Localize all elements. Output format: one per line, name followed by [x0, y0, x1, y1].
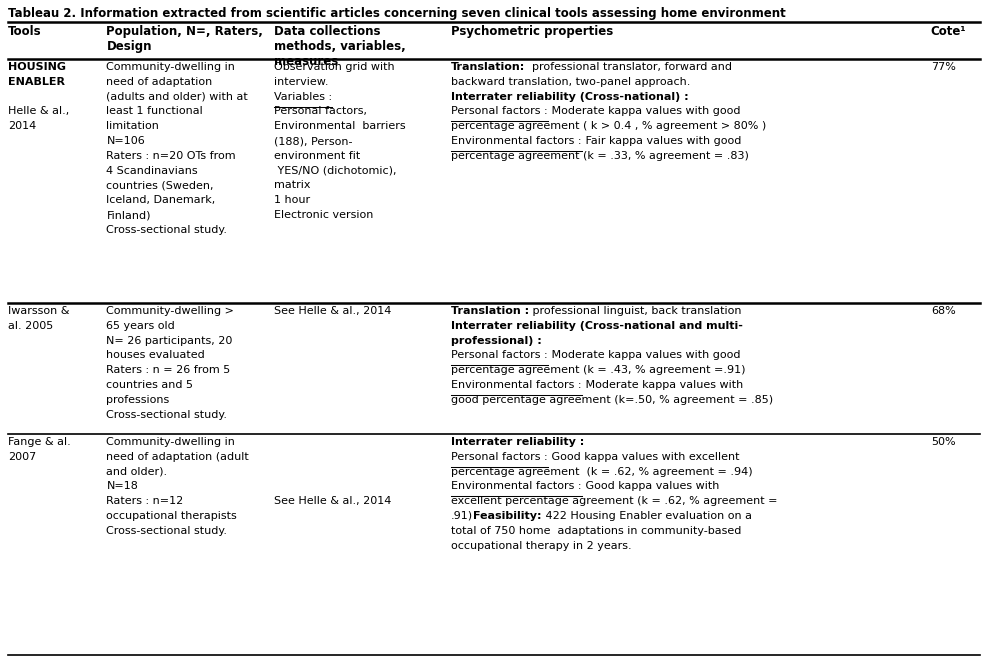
Text: countries (Sweden,: countries (Sweden, — [106, 180, 214, 190]
Text: occupational therapy in 2 years.: occupational therapy in 2 years. — [451, 541, 631, 550]
Text: 4 Scandinavians: 4 Scandinavians — [106, 166, 198, 176]
Text: Environmental  barriers: Environmental barriers — [274, 121, 406, 131]
Text: Personal factors :: Personal factors : — [451, 350, 548, 360]
Text: Environmental factors :: Environmental factors : — [451, 380, 581, 390]
Text: Personal factors :: Personal factors : — [451, 106, 548, 116]
Text: need of adaptation (adult: need of adaptation (adult — [106, 452, 249, 462]
Text: least 1 functional: least 1 functional — [106, 106, 203, 116]
Text: Interrater reliability :: Interrater reliability : — [451, 437, 584, 447]
Text: occupational therapists: occupational therapists — [106, 511, 237, 521]
Text: Good kappa values with: Good kappa values with — [581, 481, 719, 492]
Text: professional) :: professional) : — [451, 335, 542, 346]
Text: Cross-sectional study.: Cross-sectional study. — [106, 225, 228, 235]
Text: professional linguist, back translation: professional linguist, back translation — [529, 306, 742, 316]
Text: Personal factors,: Personal factors, — [274, 106, 366, 116]
Text: 68%: 68% — [931, 306, 955, 316]
Text: Raters : n=20 OTs from: Raters : n=20 OTs from — [106, 150, 236, 161]
Text: Community-dwelling in: Community-dwelling in — [106, 62, 235, 72]
Text: Fange & al.: Fange & al. — [8, 437, 71, 447]
Text: total of 750 home  adaptations in community-based: total of 750 home adaptations in communi… — [451, 526, 742, 536]
Text: .91): .91) — [451, 511, 473, 521]
Text: houses evaluated: houses evaluated — [106, 350, 205, 360]
Text: HOUSING: HOUSING — [8, 62, 66, 72]
Text: Interrater reliability (Cross-national and multi-: Interrater reliability (Cross-national a… — [451, 321, 743, 331]
Text: percentage agreement (k = .43, % agreement =.91): percentage agreement (k = .43, % agreeme… — [451, 365, 746, 375]
Text: matrix: matrix — [274, 180, 310, 190]
Text: 77%: 77% — [931, 62, 955, 72]
Text: (188), Person-: (188), Person- — [274, 136, 353, 146]
Text: percentage agreement (k = .33, % agreement = .83): percentage agreement (k = .33, % agreeme… — [451, 150, 749, 161]
Text: Data collections
methods, variables,
measures: Data collections methods, variables, mea… — [274, 25, 406, 68]
Text: N= 26 participants, 20: N= 26 participants, 20 — [106, 335, 232, 346]
Text: environment fit: environment fit — [274, 150, 361, 161]
Text: 1 hour: 1 hour — [274, 195, 310, 205]
Text: 50%: 50% — [931, 437, 955, 447]
Text: Raters : n=12: Raters : n=12 — [106, 496, 183, 506]
Text: Cross-sectional study.: Cross-sectional study. — [106, 410, 228, 420]
Text: Population, N=, Raters,
Design: Population, N=, Raters, Design — [106, 25, 263, 53]
Text: Observation grid with: Observation grid with — [274, 62, 394, 72]
Text: professional translator, forward and: professional translator, forward and — [525, 62, 733, 72]
Text: backward translation, two-panel approach.: backward translation, two-panel approach… — [451, 77, 690, 87]
Text: Translation:: Translation: — [451, 62, 525, 72]
Text: Variables :: Variables : — [274, 92, 332, 102]
Text: interview.: interview. — [274, 77, 328, 87]
Text: (adults and older) with at: (adults and older) with at — [106, 92, 248, 102]
Text: N=106: N=106 — [106, 136, 145, 146]
Text: See Helle & al., 2014: See Helle & al., 2014 — [274, 306, 391, 316]
Text: Helle & al.,: Helle & al., — [8, 106, 69, 116]
Text: Cote¹: Cote¹ — [931, 25, 966, 38]
Text: need of adaptation: need of adaptation — [106, 77, 213, 87]
Text: limitation: limitation — [106, 121, 160, 131]
Text: percentage agreement  (k = .62, % agreement = .94): percentage agreement (k = .62, % agreeme… — [451, 467, 753, 477]
Text: See Helle & al., 2014: See Helle & al., 2014 — [274, 496, 391, 506]
Text: and older).: and older). — [106, 467, 167, 477]
Text: Iwarsson &: Iwarsson & — [8, 306, 69, 316]
Text: ENABLER: ENABLER — [8, 77, 65, 87]
Text: 422 Housing Enabler evaluation on a: 422 Housing Enabler evaluation on a — [542, 511, 752, 521]
Text: Community-dwelling in: Community-dwelling in — [106, 437, 235, 447]
Text: Interrater reliability (Cross-national) :: Interrater reliability (Cross-national) … — [451, 92, 689, 102]
Text: Good kappa values with excellent: Good kappa values with excellent — [548, 452, 740, 462]
Text: Moderate kappa values with good: Moderate kappa values with good — [548, 350, 741, 360]
Text: percentage agreement ( k > 0.4 , % agreement > 80% ): percentage agreement ( k > 0.4 , % agree… — [451, 121, 766, 131]
Text: Cross-sectional study.: Cross-sectional study. — [106, 526, 228, 536]
Text: 2007: 2007 — [8, 452, 36, 462]
Text: Moderate kappa values with good: Moderate kappa values with good — [548, 106, 741, 116]
Text: professions: professions — [106, 395, 169, 405]
Text: excellent percentage agreement (k = .62, % agreement =: excellent percentage agreement (k = .62,… — [451, 496, 777, 506]
Text: al. 2005: al. 2005 — [8, 321, 53, 331]
Text: Raters : n = 26 from 5: Raters : n = 26 from 5 — [106, 365, 230, 375]
Text: N=18: N=18 — [106, 481, 138, 492]
Text: Community-dwelling >: Community-dwelling > — [106, 306, 234, 316]
Text: Personal factors :: Personal factors : — [451, 452, 548, 462]
Text: 65 years old: 65 years old — [106, 321, 175, 331]
Text: Finland): Finland) — [106, 210, 151, 220]
Text: Environmental factors :: Environmental factors : — [451, 481, 581, 492]
Text: Feasibility:: Feasibility: — [473, 511, 542, 521]
Text: Fair kappa values with good: Fair kappa values with good — [581, 136, 741, 146]
Text: countries and 5: countries and 5 — [106, 380, 193, 390]
Text: Psychometric properties: Psychometric properties — [451, 25, 614, 38]
Text: good percentage agreement (k=.50, % agreement = .85): good percentage agreement (k=.50, % agre… — [451, 395, 773, 405]
Text: Iceland, Danemark,: Iceland, Danemark, — [106, 195, 216, 205]
Text: 2014: 2014 — [8, 121, 36, 131]
Text: Tableau 2. Information extracted from scientific articles concerning seven clini: Tableau 2. Information extracted from sc… — [8, 7, 786, 20]
Text: Electronic version: Electronic version — [274, 210, 373, 220]
Text: Tools: Tools — [8, 25, 41, 38]
Text: YES/NO (dichotomic),: YES/NO (dichotomic), — [274, 166, 396, 176]
Text: Environmental factors :: Environmental factors : — [451, 136, 581, 146]
Text: Moderate kappa values with: Moderate kappa values with — [581, 380, 743, 390]
Text: Translation :: Translation : — [451, 306, 529, 316]
